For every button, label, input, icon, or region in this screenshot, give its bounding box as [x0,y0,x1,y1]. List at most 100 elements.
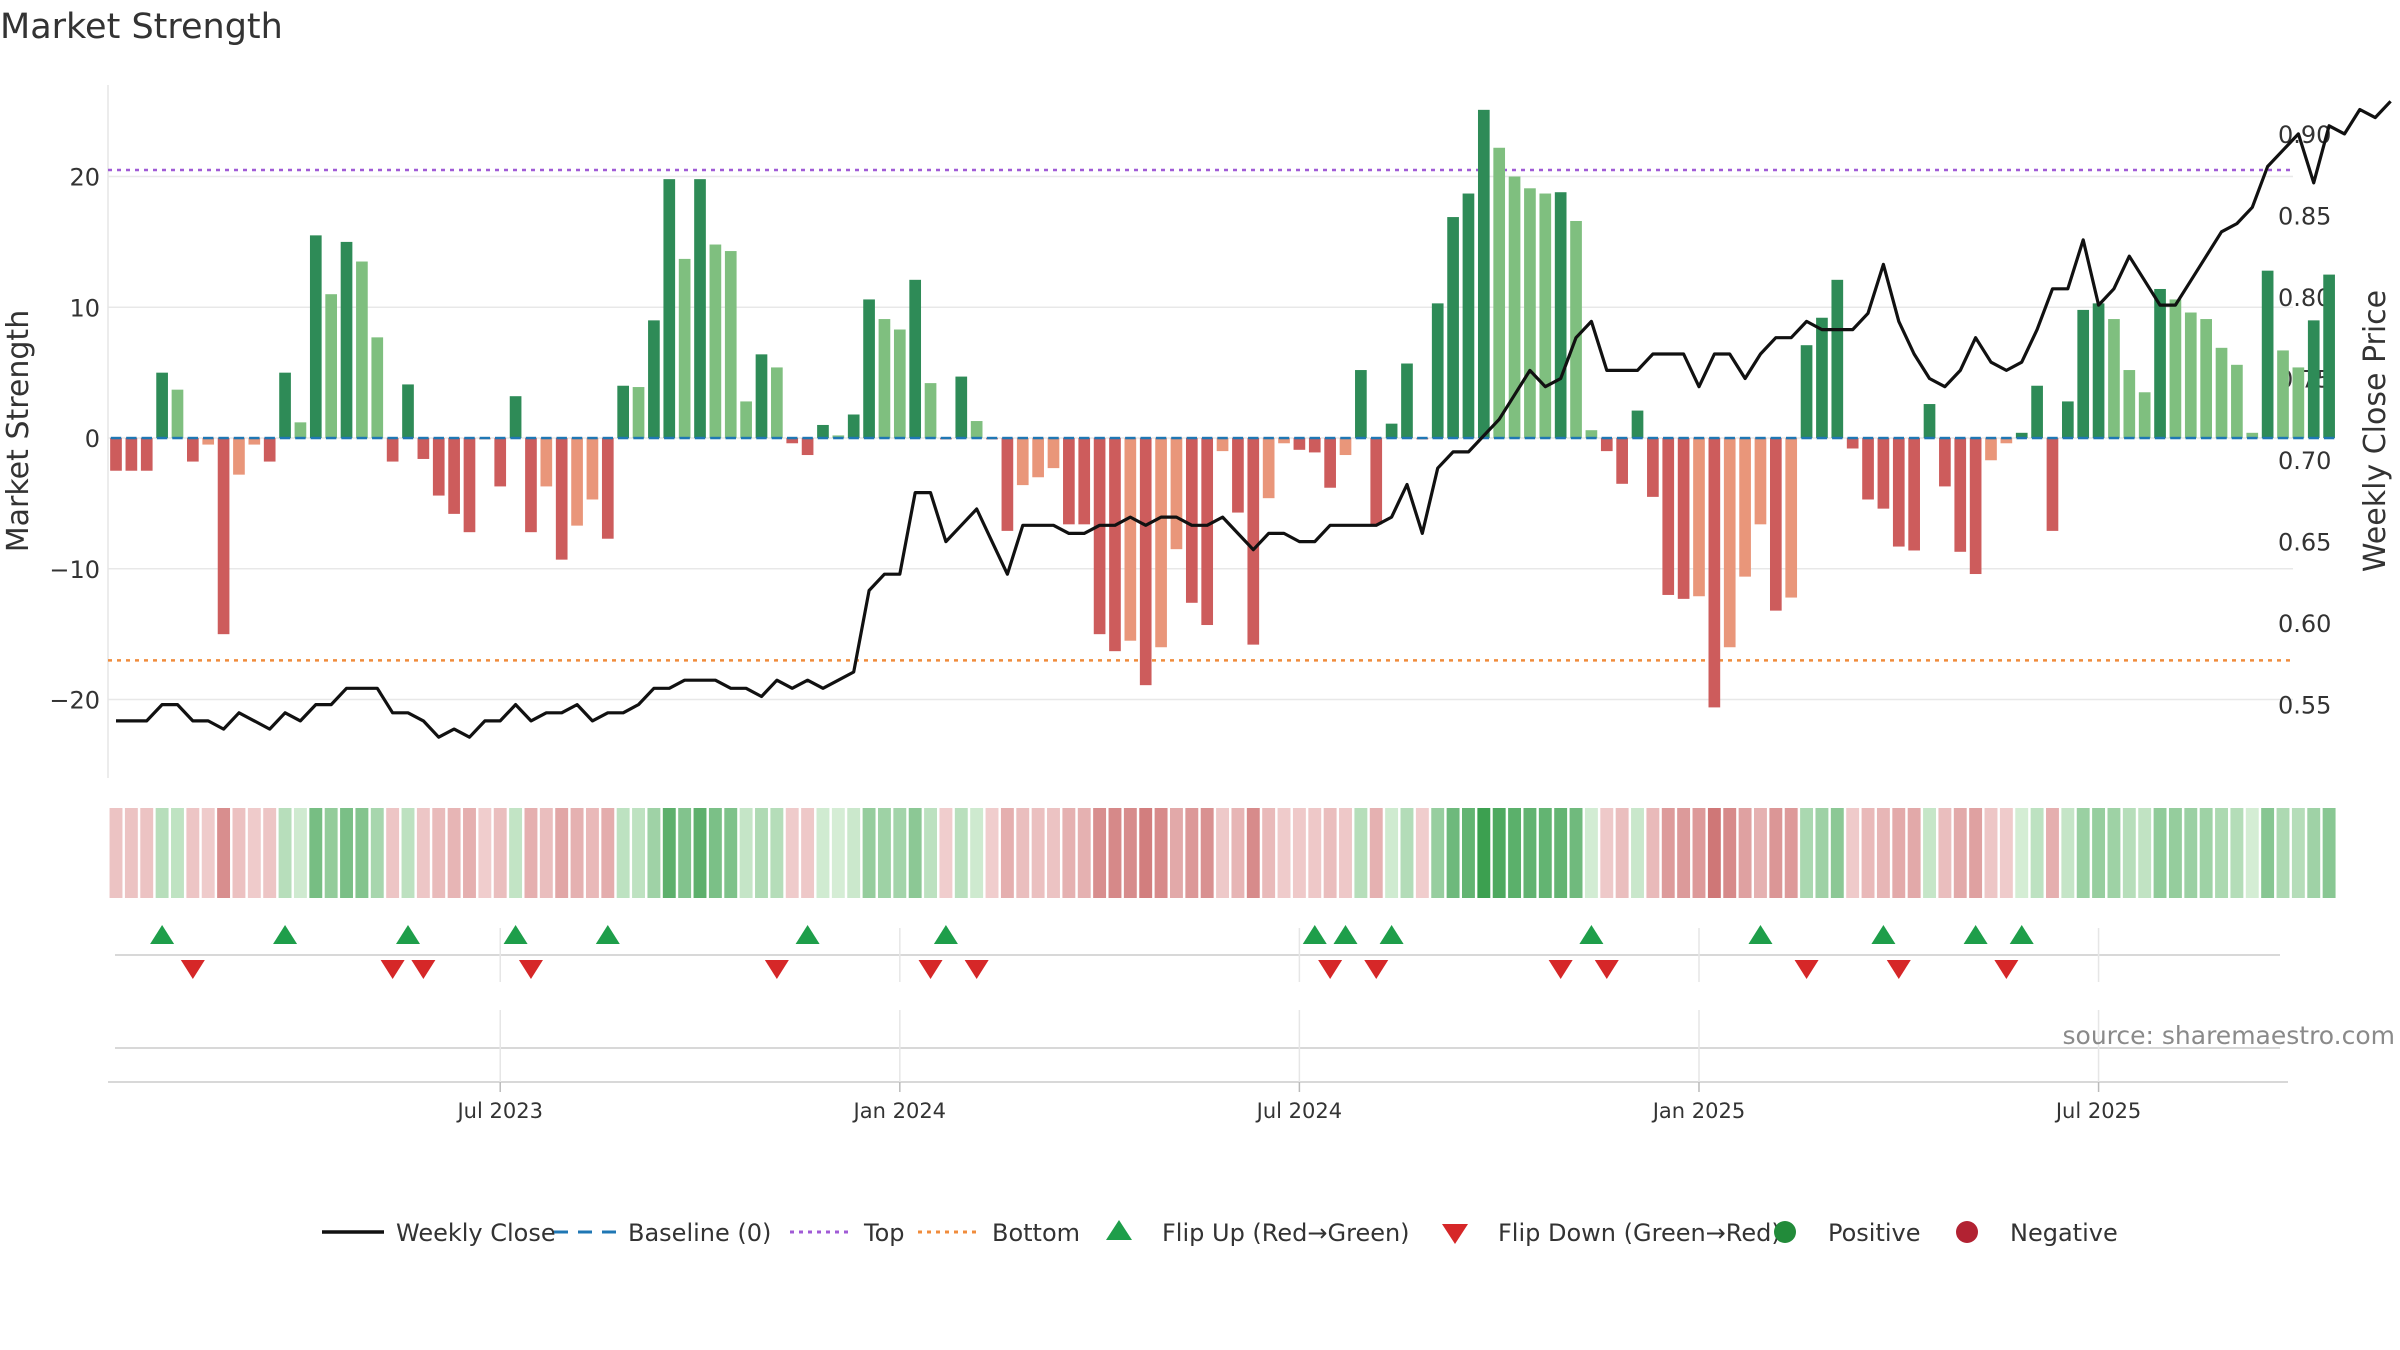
heat-cell [2092,808,2106,898]
legend-item: Bottom [918,1219,1080,1247]
strength-bar [1892,438,1905,547]
strength-bar [601,438,614,539]
heat-cell [755,808,768,898]
heat-cell [370,808,384,898]
legend-swatch [1106,1220,1132,1240]
strength-bar [1139,438,1152,686]
strength-bar [1616,438,1628,484]
strength-bar [740,401,752,439]
heat-cell [1646,808,1660,898]
strength-bar [1293,438,1306,450]
legend-swatch [1774,1221,1796,1243]
strength-bar [893,329,906,439]
heat-cell [1784,808,1798,898]
flip-down-marker [1886,960,1911,979]
strength-bar [386,438,399,462]
right-axis-label: Weekly Close Price [2358,290,2393,572]
strength-bar [1570,220,1582,439]
strength-bar [2092,303,2105,439]
strength-bar [2108,319,2120,439]
heat-cell [1815,808,1829,898]
strength-bar [571,438,583,526]
strength-heat-strip [109,808,2336,898]
heat-cell [1661,808,1675,898]
strength-bar [694,179,706,439]
heat-cell [1508,808,1522,898]
heat-cell [601,808,615,898]
strength-bar [494,438,507,487]
strength-bar [1831,279,1844,439]
heat-cell [447,808,461,898]
flip-up-marker [273,925,298,944]
legend-label: Positive [1828,1219,1921,1247]
heat-cell [1154,808,1168,898]
strength-bar [1508,176,1521,439]
strength-bar [2154,288,2166,439]
strength-bar [2031,385,2043,439]
heat-cell [1108,808,1122,898]
source-credit: source: sharemaestro.com [2063,1021,2396,1050]
heat-cell [432,808,446,898]
heat-cell [1446,808,1460,898]
strength-bar [1877,438,1890,509]
heat-cell [1277,808,1291,898]
strength-bar [2061,401,2074,439]
date-tick-label: Jan 2024 [852,1099,947,1123]
heat-cell [1923,808,1936,898]
heat-cell [939,808,953,898]
heat-cell [647,808,661,898]
heat-cell [2230,808,2244,898]
heat-cell [1123,808,1137,898]
legend-item: Top [790,1219,905,1247]
left-tick-label: 20 [69,164,100,192]
strength-bar [1339,438,1352,456]
strength-bar [1201,438,1214,626]
strength-bar [309,235,322,439]
strength-bar [2138,392,2151,439]
strength-bar [2277,350,2289,439]
heat-cell [1876,808,1890,898]
flip-down-marker [1594,960,1619,979]
heat-cell [1093,808,1107,898]
strength-bar [540,438,553,487]
flip-up-marker [1379,925,1404,944]
legend-label: Negative [2010,1219,2118,1247]
strength-bar [1170,438,1183,550]
strength-bar [663,179,676,439]
strength-bar [863,299,875,439]
heat-cell [2107,808,2121,898]
strength-bar [340,241,353,439]
heat-cell [1431,808,1445,898]
legend-label: Flip Up (Red→Green) [1162,1219,1410,1247]
heat-cell [401,808,415,898]
left-tick-label: −10 [49,556,100,584]
strength-bar [909,279,922,439]
legend-label: Top [863,1219,905,1247]
strength-bar [2169,299,2182,439]
strength-bar [632,387,645,439]
heat-cell [2261,808,2275,898]
strength-bar [801,438,814,456]
strength-bar [1324,438,1336,488]
flip-up-marker [150,925,175,944]
heat-cell [1308,808,1322,898]
flip-up-marker [503,925,528,944]
heat-cell [109,808,123,898]
heat-cell [924,808,938,898]
heat-cell [1600,808,1614,898]
strength-bar [1063,438,1075,525]
strength-bar [248,438,261,445]
strength-bar [1939,438,1951,487]
strength-bar [1493,147,1506,439]
heat-cell [954,808,968,898]
flip-down-marker [518,960,543,979]
flip-down-marker [918,960,943,979]
flip-markers-panel [108,925,2288,1083]
heat-cell [678,808,692,898]
flip-up-marker [1963,925,1988,944]
heat-cell [1861,808,1875,898]
heat-cell [1677,808,1691,898]
legend-label: Bottom [992,1219,1080,1247]
heat-cell [2030,808,2044,898]
heat-cell [1631,808,1644,898]
